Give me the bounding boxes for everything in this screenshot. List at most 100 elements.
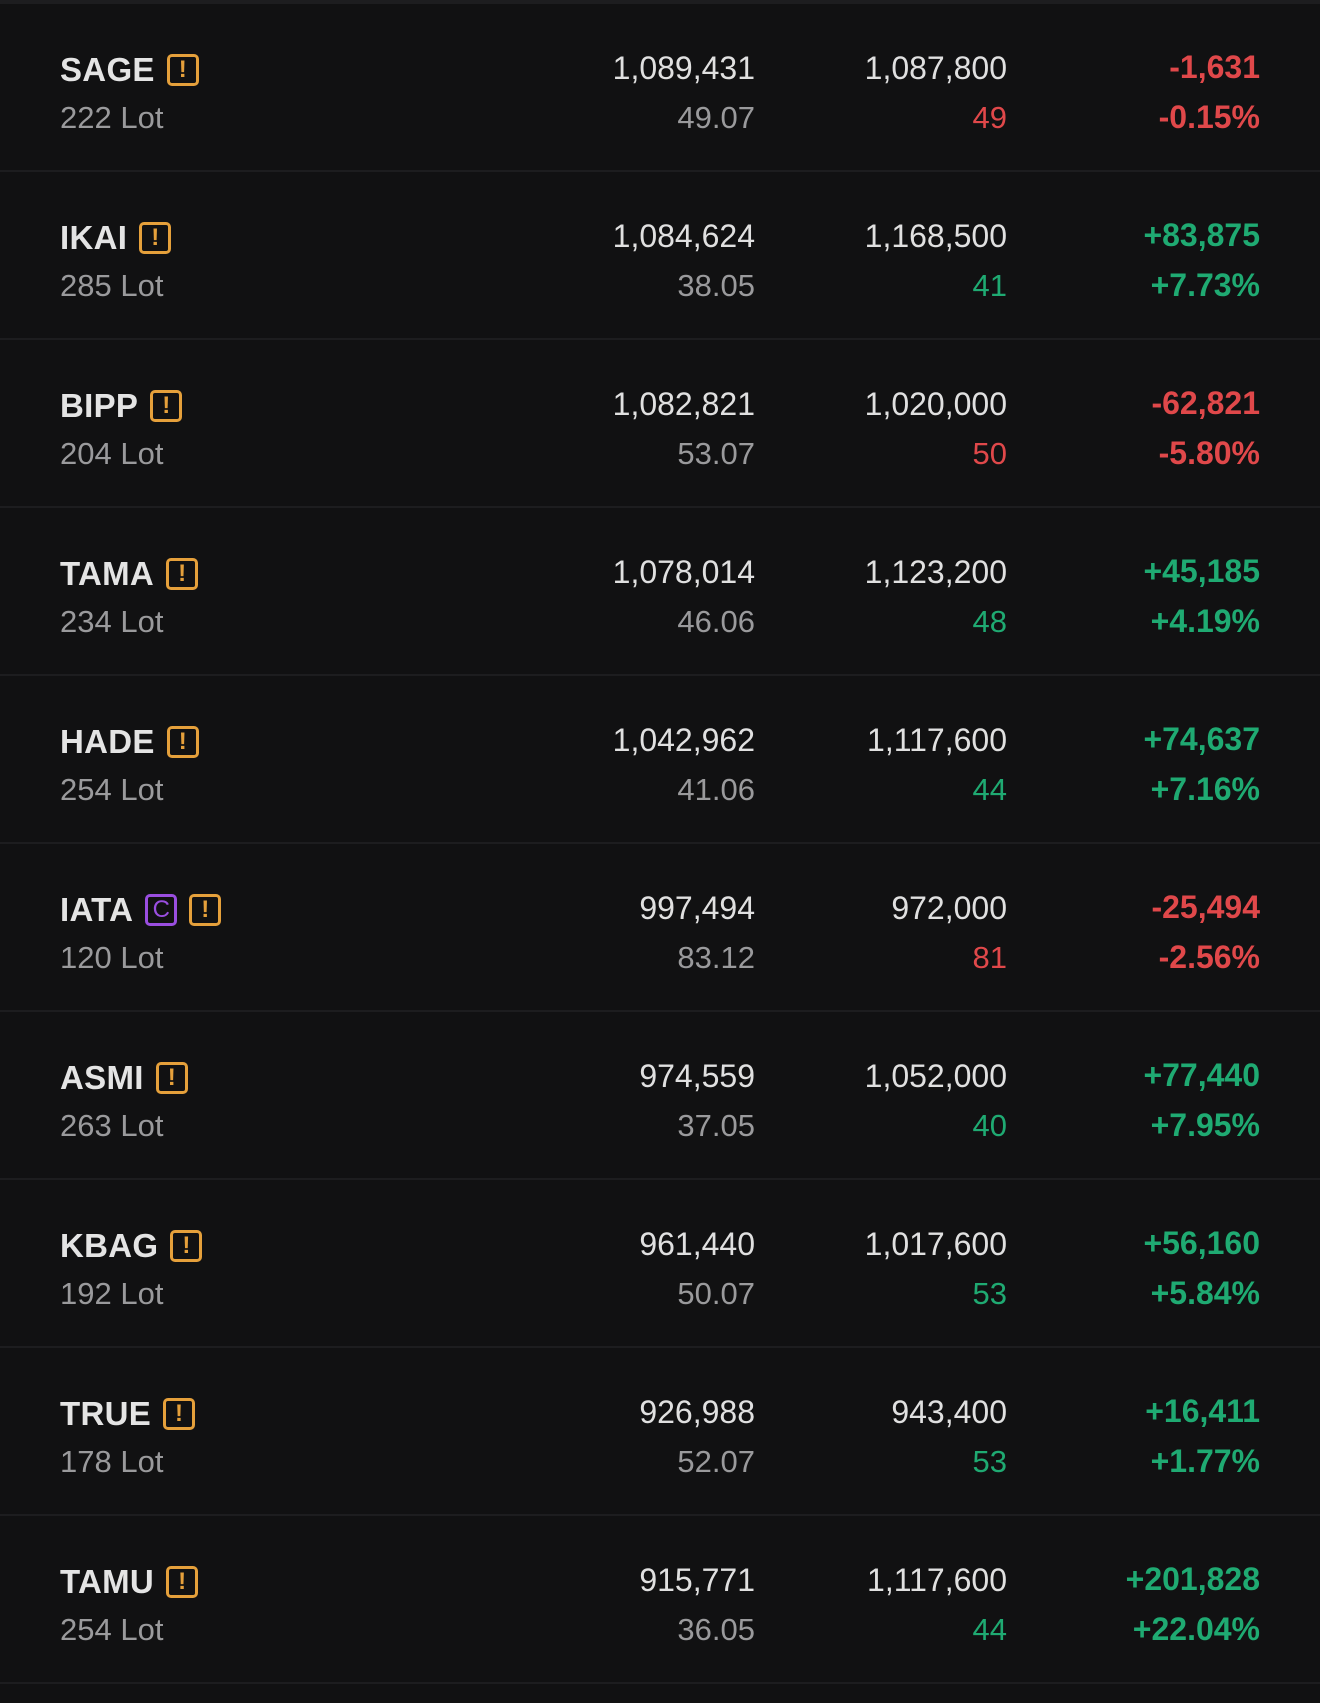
- profit-loss-percent: +7.16%: [1150, 771, 1260, 807]
- portfolio-row[interactable]: HADE ! 254 Lot 1,042,962 41.06 1,117,600…: [0, 676, 1320, 844]
- profit-loss: -62,821: [1151, 385, 1260, 421]
- warning-icon[interactable]: !: [189, 894, 222, 926]
- ticker-symbol: TAMA: [60, 555, 155, 592]
- warning-icon[interactable]: !: [170, 1230, 203, 1262]
- invested-value: 1,089,431: [612, 50, 755, 86]
- portfolio-row[interactable]: TRUE ! 178 Lot 926,988 52.07 943,400 53 …: [0, 1348, 1320, 1516]
- market-value: 1,117,600: [867, 1562, 1007, 1598]
- last-price: 41: [972, 268, 1007, 303]
- last-price: 81: [972, 940, 1007, 975]
- ticker-symbol: TAMU: [60, 1563, 155, 1600]
- warning-icon[interactable]: !: [166, 558, 199, 590]
- profit-loss-percent: -2.56%: [1158, 939, 1260, 975]
- average-price: 53.07: [677, 436, 755, 471]
- market-value: 972,000: [891, 890, 1007, 926]
- last-price: 44: [972, 1612, 1007, 1647]
- portfolio-row[interactable]: IATA C ! 120 Lot 997,494 83.12 972,000 8…: [0, 844, 1320, 1012]
- profit-loss-percent: -0.15%: [1158, 99, 1260, 135]
- average-price: 46.06: [677, 604, 755, 639]
- average-price: 38.05: [677, 268, 755, 303]
- average-price: 50.07: [677, 1276, 755, 1311]
- invested-value: 1,042,962: [612, 722, 755, 758]
- warning-icon[interactable]: !: [163, 1398, 196, 1430]
- profit-loss: -1,631: [1169, 49, 1260, 85]
- last-price: 53: [972, 1276, 1007, 1311]
- invested-value: 915,771: [639, 1562, 755, 1598]
- profit-loss: +201,828: [1125, 1561, 1260, 1597]
- last-price: 44: [972, 772, 1007, 807]
- last-price: 50: [972, 436, 1007, 471]
- ticker-line: TAMU !: [60, 1560, 199, 1604]
- lot-count: 254 Lot: [60, 1612, 164, 1647]
- portfolio-row[interactable]: TAMA ! 234 Lot 1,078,014 46.06 1,123,200…: [0, 508, 1320, 676]
- lot-count: 234 Lot: [60, 604, 164, 639]
- c-icon[interactable]: C: [145, 894, 178, 926]
- profit-loss: -25,494: [1151, 889, 1260, 925]
- ticker-line: IATA C !: [60, 888, 222, 932]
- portfolio-row[interactable]: KBAG ! 192 Lot 961,440 50.07 1,017,600 5…: [0, 1180, 1320, 1348]
- market-value: 1,168,500: [864, 218, 1007, 254]
- profit-loss-percent: -5.80%: [1158, 435, 1260, 471]
- invested-value: 997,494: [639, 890, 755, 926]
- warning-icon[interactable]: !: [166, 54, 199, 86]
- lot-count: 204 Lot: [60, 436, 164, 471]
- market-value: 1,017,600: [864, 1226, 1007, 1262]
- profit-loss-percent: +22.04%: [1132, 1611, 1260, 1647]
- average-price: 36.05: [677, 1612, 755, 1647]
- market-value: 1,052,000: [864, 1058, 1007, 1094]
- ticker-symbol: ASMI: [60, 1059, 144, 1096]
- portfolio-row[interactable]: SAGE ! 222 Lot 1,089,431 49.07 1,087,800…: [0, 4, 1320, 172]
- last-price: 40: [972, 1108, 1007, 1143]
- invested-value: 926,988: [639, 1394, 755, 1430]
- profit-loss: +83,875: [1143, 217, 1260, 253]
- warning-icon[interactable]: !: [166, 726, 199, 758]
- profit-loss: +45,185: [1143, 553, 1260, 589]
- portfolio-row[interactable]: IKAI ! 285 Lot 1,084,624 38.05 1,168,500…: [0, 172, 1320, 340]
- profit-loss-percent: +4.19%: [1150, 603, 1260, 639]
- lot-count: 222 Lot: [60, 100, 164, 135]
- portfolio-row[interactable]: TAMU ! 254 Lot 915,771 36.05 1,117,600 4…: [0, 1516, 1320, 1684]
- warning-icon[interactable]: !: [139, 222, 172, 254]
- average-price: 37.05: [677, 1108, 755, 1143]
- profit-loss-percent: +1.77%: [1150, 1443, 1260, 1479]
- average-price: 52.07: [677, 1444, 755, 1479]
- ticker-line: TRUE !: [60, 1392, 196, 1436]
- portfolio-row[interactable]: ASMI ! 263 Lot 974,559 37.05 1,052,000 4…: [0, 1012, 1320, 1180]
- lot-count: 285 Lot: [60, 268, 164, 303]
- ticker-symbol: KBAG: [60, 1227, 159, 1264]
- ticker-symbol: IKAI: [60, 219, 128, 256]
- invested-value: 1,084,624: [612, 218, 755, 254]
- lot-count: 254 Lot: [60, 772, 164, 807]
- warning-icon[interactable]: !: [150, 390, 183, 422]
- profit-loss: +74,637: [1143, 721, 1260, 757]
- profit-loss-percent: +5.84%: [1150, 1275, 1260, 1311]
- lot-count: 120 Lot: [60, 940, 164, 975]
- last-price: 49: [972, 100, 1007, 135]
- market-value: 1,123,200: [864, 554, 1007, 590]
- ticker-line: BIPP !: [60, 384, 183, 428]
- average-price: 83.12: [677, 940, 755, 975]
- ticker-line: HADE !: [60, 720, 199, 764]
- invested-value: 961,440: [639, 1226, 755, 1262]
- profit-loss: +56,160: [1143, 1225, 1260, 1261]
- invested-value: 1,082,821: [612, 386, 755, 422]
- average-price: 49.07: [677, 100, 755, 135]
- portfolio-row[interactable]: BIPP ! 204 Lot 1,082,821 53.07 1,020,000…: [0, 340, 1320, 508]
- last-price: 48: [972, 604, 1007, 639]
- profit-loss-percent: +7.95%: [1150, 1107, 1260, 1143]
- average-price: 41.06: [677, 772, 755, 807]
- market-value: 943,400: [891, 1394, 1007, 1430]
- ticker-symbol: TRUE: [60, 1395, 152, 1432]
- lot-count: 178 Lot: [60, 1444, 164, 1479]
- ticker-line: IKAI !: [60, 216, 172, 260]
- market-value: 1,020,000: [864, 386, 1007, 422]
- market-value: 1,117,600: [867, 722, 1007, 758]
- lot-count: 263 Lot: [60, 1108, 164, 1143]
- ticker-line: ASMI !: [60, 1056, 188, 1100]
- warning-icon[interactable]: !: [166, 1566, 199, 1598]
- market-value: 1,087,800: [864, 50, 1007, 86]
- warning-icon[interactable]: !: [155, 1062, 188, 1094]
- ticker-line: KBAG !: [60, 1224, 203, 1268]
- lot-count: 192 Lot: [60, 1276, 164, 1311]
